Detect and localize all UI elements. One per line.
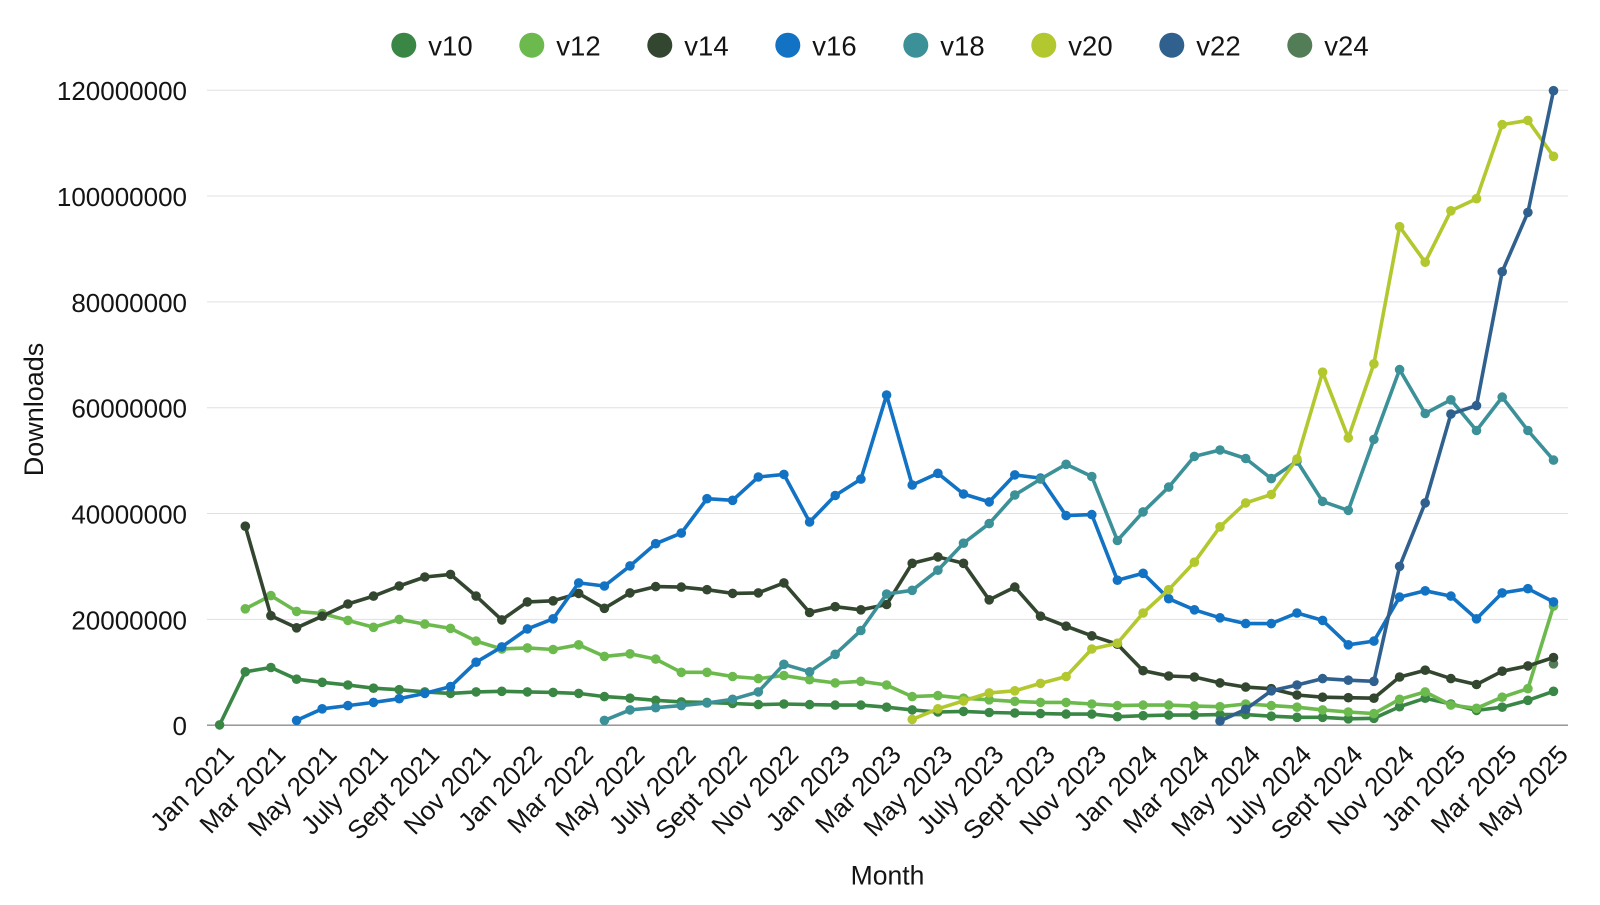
svg-text:v10: v10 <box>428 31 472 62</box>
svg-text:v18: v18 <box>940 31 984 62</box>
svg-text:v20: v20 <box>1068 31 1112 62</box>
svg-text:v12: v12 <box>556 31 600 62</box>
svg-text:v16: v16 <box>812 31 856 62</box>
svg-text:60000000: 60000000 <box>71 394 187 424</box>
svg-text:80000000: 80000000 <box>71 288 187 318</box>
svg-text:20000000: 20000000 <box>71 605 187 635</box>
svg-text:Downloads: Downloads <box>19 343 49 477</box>
svg-text:120000000: 120000000 <box>57 76 187 106</box>
svg-text:v14: v14 <box>684 31 728 62</box>
svg-text:0: 0 <box>173 711 187 741</box>
svg-text:100000000: 100000000 <box>57 182 187 212</box>
svg-text:40000000: 40000000 <box>71 500 187 530</box>
svg-text:v22: v22 <box>1196 31 1240 62</box>
svg-text:v24: v24 <box>1324 31 1368 62</box>
svg-text:Month: Month <box>851 861 925 891</box>
